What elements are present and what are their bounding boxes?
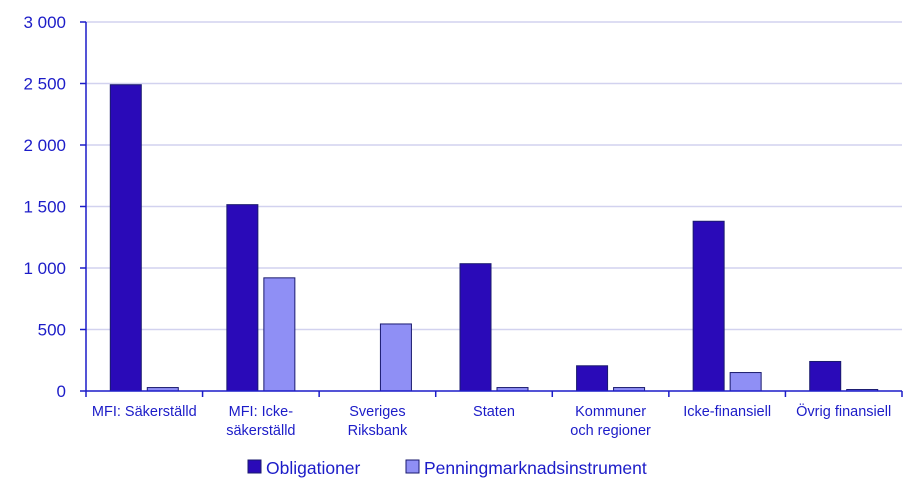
bar-obligationer-4 (576, 365, 609, 392)
bar-penningmarknadsinstrument-5 (729, 372, 762, 392)
x-tick-label: Riksbank (348, 423, 408, 439)
bar-penningmarknadsinstrument-1 (263, 277, 296, 392)
legend-swatch-1 (405, 459, 420, 474)
bar-obligationer-3 (459, 263, 492, 392)
bar-obligationer-1 (226, 204, 259, 392)
axes (80, 21, 903, 397)
x-tick-label: Icke-finansiell (683, 404, 771, 420)
bar-obligationer-5 (692, 220, 725, 392)
x-tick-label: MFI: Säkerställd (92, 404, 197, 420)
bars (109, 84, 879, 392)
bar-obligationer-6 (809, 360, 842, 392)
legend-swatch-0 (247, 459, 262, 474)
tick-labels: 0 500 1 000 1 500 2 000 2 500 3 000 MFI: Säkers… (23, 13, 891, 439)
x-tick-label: och regioner (570, 423, 651, 439)
y-tick-label: 0 (57, 382, 66, 401)
legend-label-0: Obligationer (266, 458, 361, 478)
y-tick-label: 2 000 (23, 136, 66, 155)
y-tick-label: 2 500 (23, 75, 66, 94)
x-tick-label: Staten (473, 404, 515, 420)
x-tick-label: Kommuner (575, 404, 646, 420)
bar-penningmarknadsinstrument-2 (379, 323, 412, 392)
x-tick-label: Övrig finansiell (796, 402, 891, 420)
x-tick-label: MFI: Icke- (229, 404, 294, 420)
legend: Obligationer Penningmarknadsinstrument (247, 458, 647, 478)
x-tick-label: säkerställd (226, 423, 295, 439)
y-tick-label: 1 500 (23, 198, 66, 217)
legend-label-1: Penningmarknadsinstrument (424, 458, 647, 478)
x-tick-label: Sveriges (349, 404, 405, 420)
gridlines (86, 21, 902, 331)
bar-obligationer-0 (109, 84, 142, 392)
y-tick-label: 1 000 (23, 259, 66, 278)
y-tick-label: 500 (38, 321, 66, 340)
y-tick-label: 3 000 (23, 13, 66, 32)
